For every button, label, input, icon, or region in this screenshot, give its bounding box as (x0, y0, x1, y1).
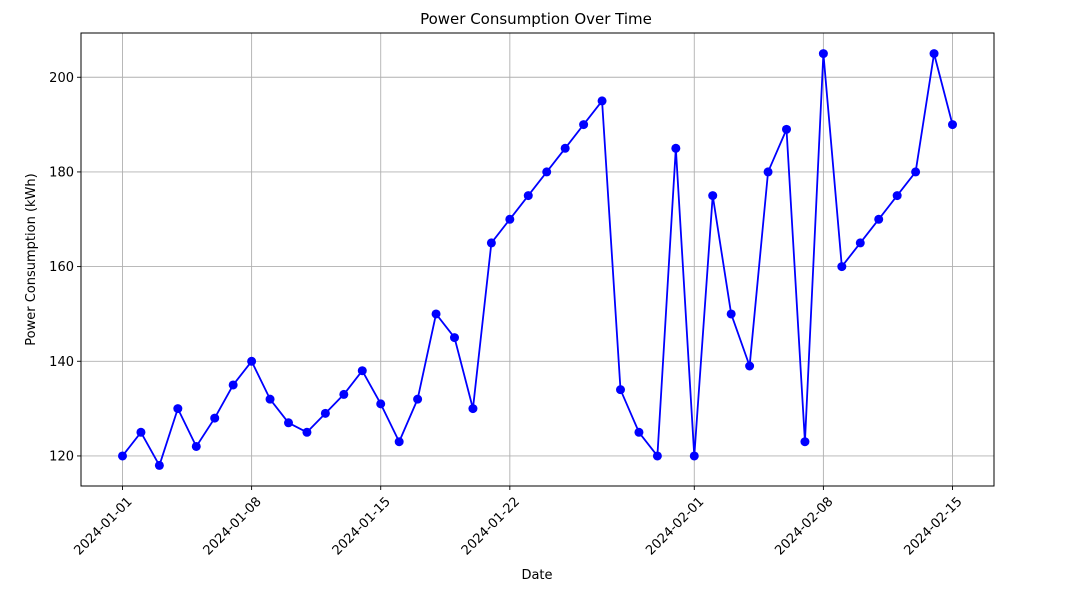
y-tick-label: 140 (49, 355, 74, 370)
data-point (597, 96, 607, 106)
data-point (154, 460, 164, 470)
data-point (302, 427, 312, 437)
data-point (671, 143, 681, 153)
y-tick-label: 200 (49, 71, 74, 86)
data-point (579, 120, 589, 130)
data-point (468, 404, 478, 414)
x-tick-label: 2024-02-08 (772, 494, 836, 558)
data-point (560, 143, 570, 153)
data-point (431, 309, 441, 319)
grid (81, 33, 994, 486)
data-point (228, 380, 238, 390)
data-point (542, 167, 552, 177)
data-point (247, 356, 257, 366)
data-point (929, 49, 939, 59)
data-point (376, 399, 386, 409)
data-point (339, 389, 349, 399)
data-point (818, 49, 828, 59)
x-tick-label: 2024-01-22 (459, 494, 523, 558)
data-point (394, 437, 404, 447)
data-point (136, 427, 146, 437)
data-point (948, 120, 957, 130)
data-point (874, 214, 884, 224)
data-point (357, 366, 367, 376)
x-tick-label: 2024-01-01 (72, 494, 136, 558)
data-point (782, 124, 791, 134)
data-point (523, 191, 533, 201)
data-point (708, 191, 718, 201)
data-point (745, 361, 755, 371)
data-point (505, 214, 515, 224)
data-point (892, 191, 902, 201)
data-point (634, 427, 644, 437)
data-point (763, 167, 773, 177)
y-tick-label: 180 (49, 165, 74, 180)
plot-frame (80, 32, 995, 487)
data-point (616, 385, 625, 395)
data-point (210, 413, 220, 423)
data-series (118, 49, 957, 470)
data-point (911, 167, 921, 177)
data-point (118, 451, 127, 461)
x-tick-label: 2024-01-15 (330, 494, 394, 558)
data-point (800, 437, 810, 447)
x-tick-label: 2024-01-08 (201, 494, 265, 558)
chart-title: Power Consumption Over Time (420, 10, 652, 28)
data-point (837, 262, 847, 272)
data-point (855, 238, 865, 248)
data-point (486, 238, 496, 248)
data-point (450, 333, 459, 343)
series-line (121, 52, 954, 467)
data-point (265, 394, 275, 404)
data-point (320, 408, 330, 418)
y-tick-label: 160 (49, 260, 74, 275)
data-point (173, 404, 183, 414)
x-tick-label: 2024-02-01 (643, 494, 707, 558)
data-point (284, 418, 293, 428)
data-point (413, 394, 423, 404)
y-tick-label: 120 (49, 449, 74, 464)
data-point (689, 451, 699, 461)
axes: 120 140 160 180 200 2024-01-01 2024-01-08 2024-… (49, 71, 965, 559)
data-point (652, 451, 662, 461)
y-axis-label: Power Consumption (kWh) (24, 173, 39, 345)
data-point (726, 309, 736, 319)
x-axis-label: Date (521, 568, 552, 583)
data-point (191, 441, 201, 451)
x-tick-label: 2024-02-15 (902, 494, 966, 558)
